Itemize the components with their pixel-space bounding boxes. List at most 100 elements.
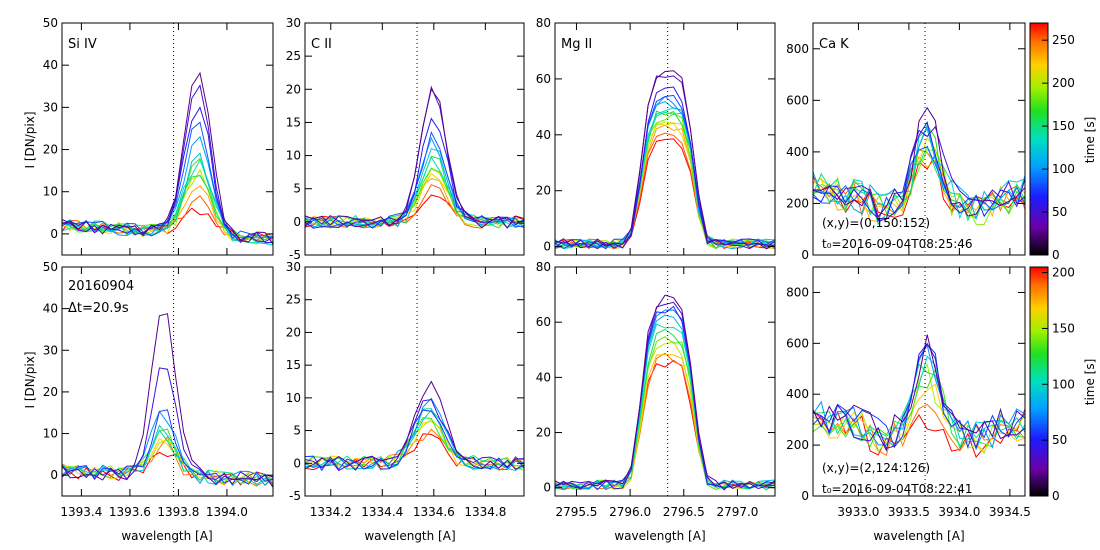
axes-frame xyxy=(812,22,1026,256)
colorbar-tick-label: 100 xyxy=(1052,377,1075,391)
xtick-label: 1334.6 xyxy=(413,505,455,519)
series-line-2 xyxy=(555,124,775,250)
series-line-10 xyxy=(62,313,273,488)
series-group xyxy=(62,71,273,246)
ytick-label: 10 xyxy=(43,427,58,441)
series-line-8 xyxy=(62,409,273,485)
series-line-9 xyxy=(555,101,775,250)
axes-frame xyxy=(61,266,274,497)
series-line-8 xyxy=(555,107,775,250)
series-line-7 xyxy=(62,410,273,487)
series-line-4 xyxy=(813,149,1025,226)
series-line-6 xyxy=(813,144,1025,226)
series-line-3 xyxy=(813,362,1025,455)
panel-title: Mg II xyxy=(561,37,592,52)
panel-r0c1: -5 0 5 10 15 20 25 30 C II xyxy=(286,16,525,262)
axes-frame xyxy=(554,266,776,497)
ytick-label: 10 xyxy=(43,185,58,199)
ytick-label: 5 xyxy=(293,424,301,438)
series-line-6 xyxy=(555,323,775,490)
ytick-label: 10 xyxy=(286,149,301,163)
ytick-label: 200 xyxy=(786,196,809,210)
series-line-10 xyxy=(813,334,1025,452)
panel-r1c1: -5 0 5 10 15 20 25 30 1334.2 1334.4 1334.6 1334.8 xyxy=(286,260,525,519)
ytick-label: 400 xyxy=(786,145,809,159)
row1-ylabel: I [DN/pix] xyxy=(23,351,37,408)
ytick-label: 20 xyxy=(286,325,301,339)
series-group xyxy=(813,106,1025,226)
xtick-label: 1393.4 xyxy=(60,505,102,519)
series-group xyxy=(305,380,524,472)
series-line-6 xyxy=(62,175,273,241)
series-line-5 xyxy=(305,408,524,471)
ytick-label: 600 xyxy=(786,336,809,350)
ytick-label: 20 xyxy=(286,82,301,96)
colorbar-top: 0 50 100 150 200 250 time [s] xyxy=(1029,22,1097,262)
series-line-9 xyxy=(813,342,1025,450)
ytick-label: 80 xyxy=(536,260,551,274)
ytick-label: 60 xyxy=(536,72,551,86)
panel-r1c2: 0 20 40 60 80 2795.5 2796.0 2796.5 2797.0 xyxy=(536,260,776,519)
series-line-7 xyxy=(305,397,524,470)
xtick-label: 2796.5 xyxy=(663,505,705,519)
series-line-10 xyxy=(813,121,1025,220)
panel-r1c3: 0 200 400 600 800 3933.0 3933.5 3934.0 3934.5 xyxy=(786,266,1031,519)
series-line-0 xyxy=(555,138,775,249)
ytick-label: 800 xyxy=(786,42,809,56)
panel-title: C II xyxy=(311,37,332,52)
panel-title: Ca K xyxy=(819,37,849,52)
series-line-3 xyxy=(555,341,775,491)
series-group xyxy=(555,70,775,250)
xtick-label: 3933.0 xyxy=(837,505,879,519)
row1-position-label: (x,y)=(2,124:126) xyxy=(822,461,930,475)
series-line-6 xyxy=(555,110,775,249)
series-group xyxy=(305,85,524,229)
xtick-label: 1393.8 xyxy=(157,505,199,519)
colorbar-tick-label: 0 xyxy=(1052,489,1060,503)
ytick-label: -5 xyxy=(289,248,301,262)
series-line-11 xyxy=(305,117,524,229)
ytick-label: 5 xyxy=(293,182,301,196)
series-line-8 xyxy=(813,343,1025,449)
panel-r0c2: 0 20 40 60 80 Mg II xyxy=(536,16,776,256)
series-line-5 xyxy=(555,113,775,250)
series-line-11 xyxy=(555,294,775,490)
ytick-label: 40 xyxy=(536,370,551,384)
series-group xyxy=(813,334,1025,459)
ytick-label: 800 xyxy=(786,285,809,299)
series-line-14 xyxy=(555,70,775,250)
series-line-9 xyxy=(305,398,524,472)
colorbar-tick-label: 200 xyxy=(1052,76,1075,90)
axes-frame xyxy=(812,266,1026,497)
date-label: 20160904 xyxy=(68,279,134,294)
ytick-label: 40 xyxy=(43,58,58,72)
series-line-12 xyxy=(555,86,775,250)
xtick-label: 1393.6 xyxy=(109,505,151,519)
colorbar-top-label: time [s] xyxy=(1083,117,1097,164)
axes-frame xyxy=(304,266,525,497)
ytick-label: 0 xyxy=(801,489,809,503)
colorbar-tick-label: 50 xyxy=(1052,433,1067,447)
ytick-label: 50 xyxy=(43,260,58,274)
row1-time-label: t₀=2016-09-04T08:22:41 xyxy=(822,482,973,496)
xtick-label: 1334.2 xyxy=(310,505,352,519)
series-line-8 xyxy=(813,124,1025,220)
colorbar-tick-label: 0 xyxy=(1052,248,1060,262)
row0-time-label: t₀=2016-09-04T08:25:46 xyxy=(822,237,973,251)
series-line-12 xyxy=(813,106,1025,218)
series-group xyxy=(62,313,273,488)
ytick-label: 30 xyxy=(43,100,58,114)
xtick-label: 2796.0 xyxy=(609,505,651,519)
series-group xyxy=(555,294,775,491)
col1-xlabel: wavelength [A] xyxy=(364,529,455,543)
ytick-label: 20 xyxy=(43,143,58,157)
ytick-label: 60 xyxy=(536,315,551,329)
series-line-11 xyxy=(813,125,1025,222)
series-line-11 xyxy=(555,94,775,250)
colorbar-tick-label: 50 xyxy=(1052,205,1067,219)
axes-frame xyxy=(61,22,274,256)
ytick-label: 0 xyxy=(543,240,551,254)
col2-xlabel: wavelength [A] xyxy=(614,529,705,543)
xtick-label: 3934.0 xyxy=(938,505,980,519)
